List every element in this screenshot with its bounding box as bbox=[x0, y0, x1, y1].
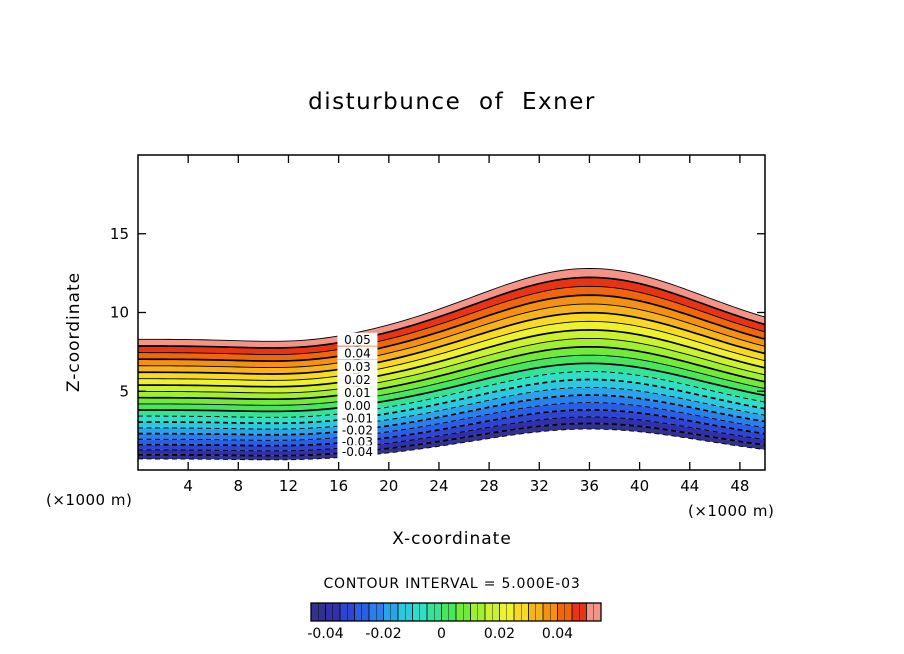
contour-line bbox=[137, 371, 766, 418]
contour-label-backing bbox=[337, 346, 378, 360]
x-tick-label: 4 bbox=[183, 477, 193, 495]
contour-bands bbox=[138, 268, 765, 460]
contour-band bbox=[138, 363, 765, 418]
contour-line bbox=[137, 394, 766, 436]
contour-line bbox=[137, 416, 766, 452]
contour-label: 0.05 bbox=[344, 333, 371, 347]
contour-line bbox=[137, 311, 766, 375]
x-unit-label-left: (×1000 m) bbox=[46, 491, 133, 509]
contour-label: 0.01 bbox=[344, 386, 371, 400]
contour-line bbox=[137, 402, 766, 441]
colorbar-tick-label: 0.02 bbox=[484, 626, 515, 642]
contour-band bbox=[138, 355, 765, 412]
contour-line bbox=[137, 422, 766, 457]
contour-line bbox=[137, 345, 766, 401]
contour-label: 0.03 bbox=[344, 360, 371, 374]
contour-band bbox=[138, 423, 765, 460]
contour-line bbox=[137, 378, 766, 425]
contour-line bbox=[137, 267, 766, 342]
x-tick-label: 32 bbox=[530, 477, 549, 495]
contour-line bbox=[137, 386, 766, 430]
contour-band bbox=[138, 409, 765, 451]
x-tick-label: 8 bbox=[234, 477, 244, 495]
contour-band bbox=[138, 286, 765, 362]
contour-line bbox=[137, 303, 766, 368]
contour-label-backing bbox=[337, 411, 378, 425]
contour-band bbox=[138, 402, 765, 446]
colorbar-tick-label: 0 bbox=[437, 626, 446, 642]
contour-band bbox=[138, 321, 765, 387]
x-tick-label: 40 bbox=[630, 477, 649, 495]
x-tick-label: 44 bbox=[680, 477, 699, 495]
contour-label-backing bbox=[337, 359, 378, 373]
x-unit-label-right: (×1000 m) bbox=[688, 502, 775, 520]
contour-label: 0.00 bbox=[344, 399, 371, 413]
contour-labels: 0.050.040.030.020.010.00-0.01-0.02-0.03-… bbox=[337, 332, 378, 459]
x-tick-label: 12 bbox=[279, 477, 298, 495]
contour-line bbox=[137, 409, 766, 447]
contour-band bbox=[138, 395, 765, 441]
contour-label: -0.04 bbox=[342, 445, 373, 459]
contour-line bbox=[137, 294, 766, 362]
contour-band bbox=[138, 329, 765, 393]
contour-label-backing bbox=[337, 445, 378, 459]
contour-label: -0.01 bbox=[342, 411, 373, 425]
contour-line bbox=[137, 354, 766, 406]
y-tick-label: 10 bbox=[110, 304, 129, 322]
contour-label-backing bbox=[337, 373, 378, 387]
colorbar-tick-label: 0.04 bbox=[542, 626, 573, 642]
contour-label-backing bbox=[337, 434, 378, 448]
contour-line bbox=[137, 329, 766, 388]
colorbar-tick-label: -0.02 bbox=[365, 626, 401, 642]
contour-band bbox=[138, 379, 765, 430]
contour-band bbox=[138, 277, 765, 355]
contour-label: 0.02 bbox=[344, 373, 371, 387]
contour-line bbox=[137, 428, 766, 461]
contour-label-backing bbox=[337, 398, 378, 412]
contour-band bbox=[138, 371, 765, 424]
contour-lines bbox=[137, 267, 766, 461]
y-tick-label: 15 bbox=[110, 225, 129, 243]
x-tick-label: 24 bbox=[429, 477, 448, 495]
y-axis-label: Z-coordinate bbox=[64, 271, 84, 393]
contour-band bbox=[138, 295, 765, 368]
contour-band bbox=[138, 303, 765, 374]
contour-label-backing bbox=[337, 386, 378, 400]
contour-line bbox=[137, 362, 766, 413]
contour-label-backing bbox=[337, 332, 378, 346]
contour-label: 0.04 bbox=[344, 346, 371, 360]
contour-band bbox=[138, 268, 765, 348]
contour-label: -0.02 bbox=[342, 423, 373, 437]
x-axis-label: X-coordinate bbox=[392, 529, 512, 549]
contour-label-backing bbox=[337, 423, 378, 437]
contour-band bbox=[138, 416, 765, 456]
colorbar-tick-label: -0.04 bbox=[307, 626, 343, 642]
contour-line bbox=[137, 337, 766, 394]
x-tick-label: 20 bbox=[379, 477, 398, 495]
contour-band bbox=[138, 338, 765, 400]
x-tick-label: 36 bbox=[580, 477, 599, 495]
contour-interval-label: CONTOUR INTERVAL = 5.000E-03 bbox=[323, 576, 581, 592]
contour-line bbox=[137, 320, 766, 381]
contour-band bbox=[138, 312, 765, 381]
contour-line bbox=[137, 285, 766, 355]
x-tick-label: 16 bbox=[329, 477, 348, 495]
x-tick-label: 28 bbox=[480, 477, 499, 495]
colorbar: -0.04 -0.02 0 0.02 0.04 bbox=[307, 602, 602, 642]
contour-band bbox=[138, 387, 765, 435]
colorbar-border bbox=[310, 602, 602, 622]
chart-title: disturbunce of Exner bbox=[308, 89, 596, 115]
contour-line bbox=[137, 276, 766, 349]
contour-band bbox=[138, 346, 765, 406]
x-tick-label: 48 bbox=[730, 477, 749, 495]
y-tick-label: 5 bbox=[119, 382, 129, 400]
